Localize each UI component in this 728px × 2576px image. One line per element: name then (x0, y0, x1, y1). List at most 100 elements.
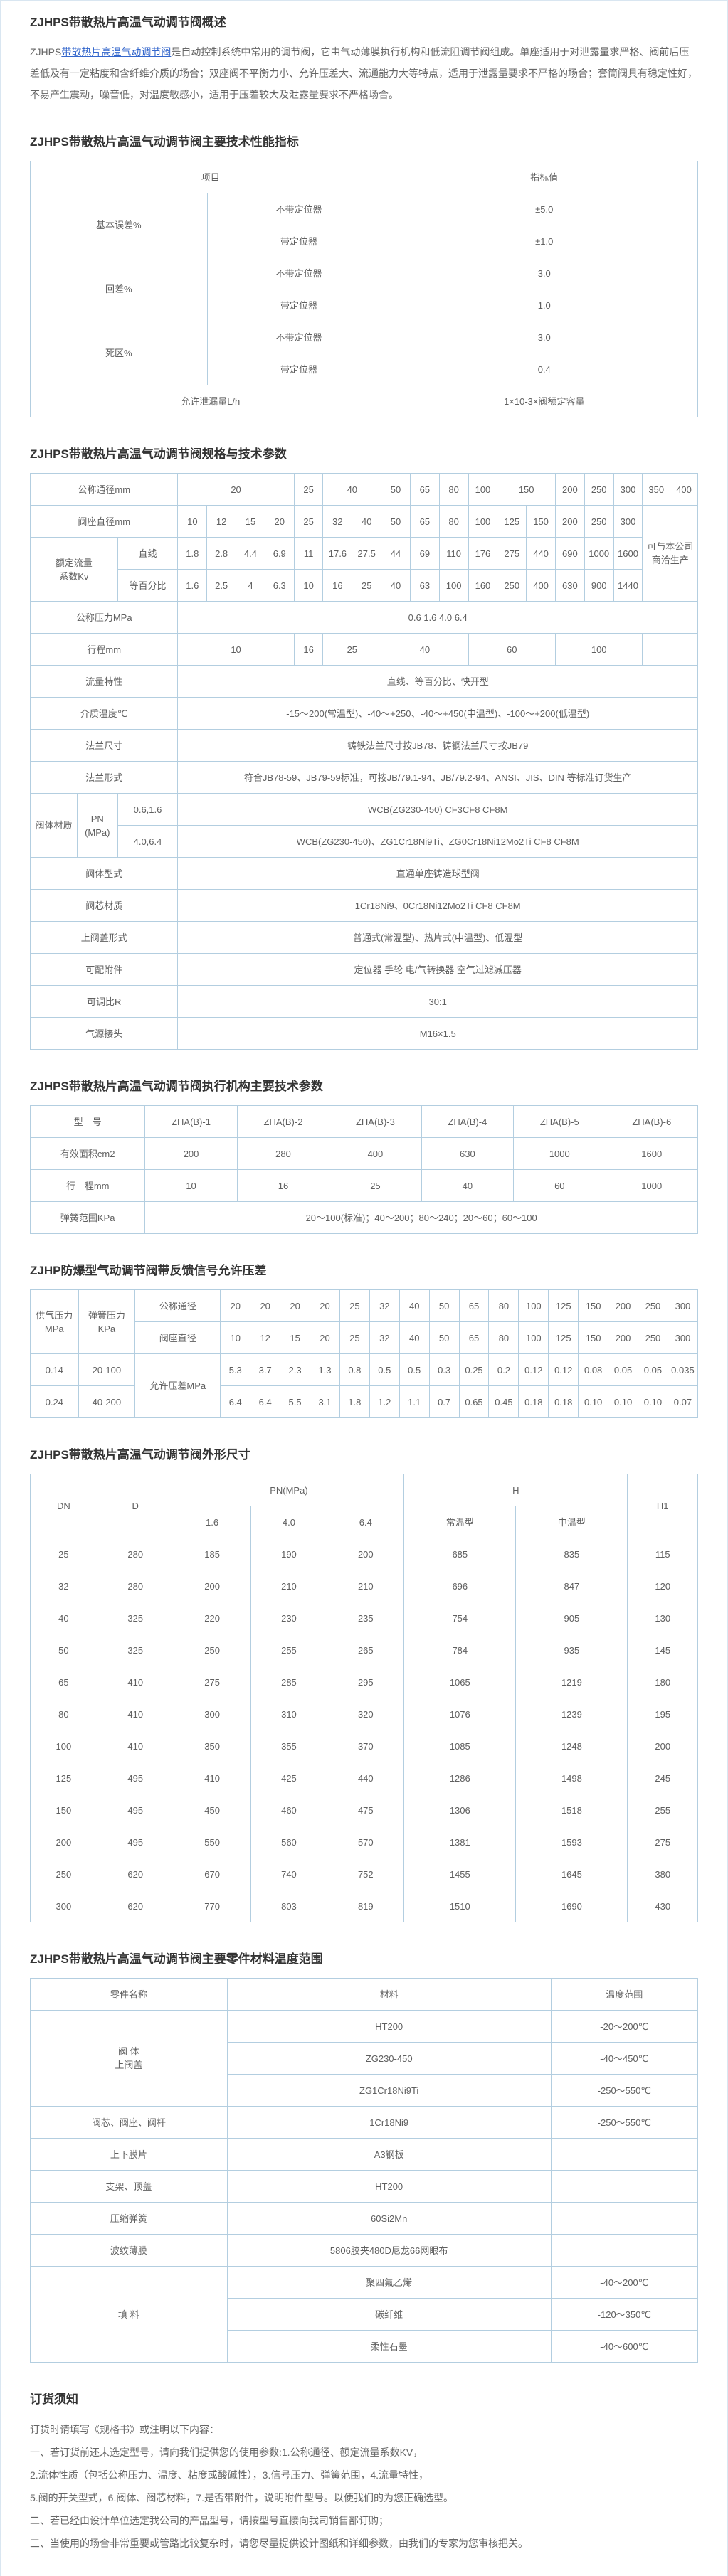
table-cell: 65 (409, 505, 440, 538)
table-cell: 300 (613, 505, 643, 538)
table-cell: 阀座直径mm (29, 505, 179, 538)
section-title-specs: ZJHPS带散热片高温气动调节阀规格与技术参数 (30, 447, 287, 461)
table-cell: 50 (428, 1321, 460, 1354)
table-cell: 310 (250, 1698, 328, 1730)
table-cell: 12 (206, 505, 237, 538)
table-cell: 65 (30, 1666, 97, 1698)
table-cell: 6.4 (220, 1385, 251, 1418)
table-cell: -120～350℃ (550, 2298, 699, 2331)
table-cell: 25 (293, 505, 324, 538)
table-cell: 10 (220, 1321, 251, 1354)
table-cell: 20 (264, 505, 295, 538)
table-cell: 32 (369, 1321, 400, 1354)
table-cell: 200 (608, 1289, 638, 1322)
table-cell: 阀芯材质 (29, 889, 179, 922)
table-cell: 1.8 (177, 537, 208, 570)
table-cell: 25 (329, 1169, 422, 1202)
table-cell: 法兰尺寸 (29, 729, 179, 762)
table-cell: 15 (236, 505, 265, 538)
table-cell: 带定位器 (206, 225, 391, 257)
table-cell: 125 (497, 505, 527, 538)
table-cell: WCB(ZG230-450)、ZG1Cr18Ni9Ti、ZG0Cr18Ni12M… (177, 825, 698, 858)
table-cell: -40～600℃ (550, 2330, 699, 2363)
table-cell: 0.12 (548, 1353, 579, 1386)
table-cell: 1381 (403, 1826, 517, 1858)
table-cell: 带定位器 (206, 289, 391, 321)
table-cell: 16 (293, 633, 324, 666)
table-cell: 754 (403, 1602, 517, 1634)
table-cell: 允许泄漏量L/h (30, 385, 391, 417)
table-cell: 15 (280, 1321, 311, 1354)
table-cell: 200 (608, 1321, 638, 1354)
table-cell: 允许压差MPa (134, 1353, 221, 1418)
table-cell: 0.18 (518, 1385, 549, 1418)
table-cell (550, 2202, 699, 2235)
table-cell: 1.6 (177, 569, 208, 602)
table-cell: 3.0 (390, 257, 698, 289)
table-cell: 10 (177, 633, 295, 666)
table-cell: 295 (327, 1666, 405, 1698)
table-cell: ±1.0 (390, 225, 698, 257)
table-cell: 额定流量 系数Kv (30, 537, 118, 602)
table-cell: 752 (327, 1858, 405, 1890)
table-cell: 300 (667, 1289, 699, 1322)
table-cell: 1.8 (339, 1385, 370, 1418)
section-title-dimensions: ZJHPS带散热片高温气动调节阀外形尺寸 (30, 1448, 250, 1462)
table-cell: 常温型 (403, 1506, 517, 1538)
table-cell: 180 (627, 1666, 698, 1698)
table-cell: 285 (250, 1666, 328, 1698)
table-cell: 210 (327, 1570, 405, 1602)
product-link[interactable]: 带散热片高温气动调节阀 (61, 46, 172, 58)
table-cell: 0.05 (638, 1353, 668, 1386)
specs-table: 公称通径mm 20 25 40 50 65 80 100 150 200 250 300 350 400 阀… (29, 473, 698, 1050)
table-cell: 80 (30, 1698, 97, 1730)
table-cell: 200 (554, 473, 585, 506)
table-cell: 400 (329, 1137, 422, 1170)
table-cell: ZG1Cr18Ni9Ti (226, 2074, 552, 2107)
table-cell: 定位器 手轮 电/气转换器 空气过滤减压器 (177, 953, 698, 986)
table-cell: 行程mm (29, 633, 179, 666)
table-cell: 784 (403, 1634, 517, 1666)
table-cell: 柔性石墨 (226, 2330, 552, 2363)
table-cell: 20～100(标准)；40～200；80～240；20～60；60～100 (144, 1201, 698, 1234)
table-cell: 150 (578, 1321, 609, 1354)
table-cell: 直线、等百分比、快开型 (177, 665, 698, 698)
table-cell: 零件名称 (30, 1978, 228, 2011)
table-cell: 60 (468, 633, 556, 666)
table-cell: 195 (627, 1698, 698, 1730)
table-cell: 4 (236, 569, 265, 602)
table-cell: H (403, 1474, 628, 1506)
table-cell: 125 (30, 1762, 97, 1794)
table-cell: 0.6,1.6 (117, 793, 179, 826)
performance-table: 项目 指标值 基本误差% 不带定位器 ±5.0 带定位器 ±1.0 回差% 不带定位器 3.0 带定… (30, 161, 698, 417)
table-cell: 60 (513, 1169, 606, 1202)
table-cell: 25 (339, 1289, 370, 1322)
table-cell: 100 (468, 473, 498, 506)
table-cell: 波纹薄膜 (30, 2234, 228, 2267)
table-cell: 弹簧范围KPa (29, 1201, 146, 1234)
table-cell: 不带定位器 (206, 321, 391, 353)
table-cell: 1498 (515, 1762, 628, 1794)
table-cell: 410 (96, 1698, 174, 1730)
table-cell: 32 (322, 505, 353, 538)
table-cell: 40-200 (78, 1385, 136, 1418)
table-cell: 0.05 (608, 1353, 638, 1386)
table-cell: 20-100 (78, 1353, 136, 1386)
table-cell: 1510 (403, 1890, 517, 1922)
table-cell: 100 (30, 1730, 97, 1762)
section-title-materials: ZJHPS带散热片高温气动调节阀主要零件材料温度范围 (30, 1952, 323, 1966)
table-cell: 填 料 (30, 2266, 228, 2363)
table-cell: 1.3 (310, 1353, 340, 1386)
table-cell: 370 (327, 1730, 405, 1762)
table-cell: 125 (548, 1321, 579, 1354)
table-cell: 聚四氟乙烯 (226, 2266, 552, 2299)
table-cell: 900 (584, 569, 614, 602)
table-cell: 阀体型式 (29, 857, 179, 890)
table-cell: 150 (578, 1289, 609, 1322)
table-cell: 160 (468, 569, 498, 602)
table-cell: ZHA(B)-6 (605, 1105, 699, 1138)
table-cell: 835 (515, 1538, 628, 1570)
table-cell: 6.9 (264, 537, 295, 570)
table-cell: 50 (381, 505, 411, 538)
table-cell: 185 (173, 1538, 251, 1570)
